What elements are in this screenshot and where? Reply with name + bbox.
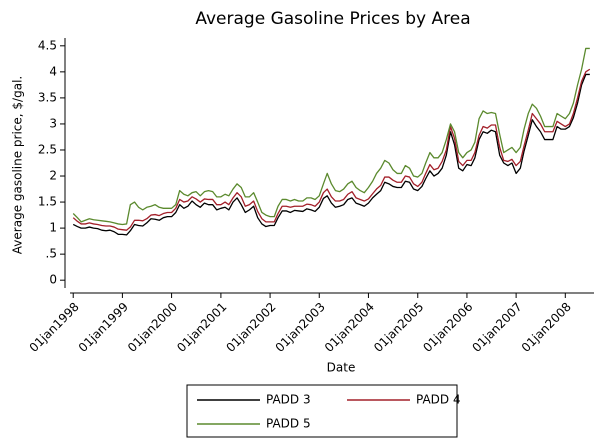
legend-label: PADD 4 [416, 393, 461, 407]
y-tick-label: 4 [49, 64, 57, 78]
y-tick-label: .5 [46, 247, 57, 261]
legend-label: PADD 5 [266, 417, 311, 431]
series-line [72, 73, 590, 236]
y-tick-label: 1.5 [38, 195, 57, 209]
y-tick-label: 1 [49, 221, 57, 235]
y-axis-label: Average gasoline price, $/gal. [11, 76, 25, 254]
y-tick-label: 2.5 [38, 142, 57, 156]
legend: PADD 3 PADD 4 PADD 5 [186, 384, 461, 438]
y-tick-label: 4.5 [38, 38, 57, 52]
x-axis-label: Date [327, 361, 356, 375]
y-tick-label: 2 [49, 169, 57, 183]
series-line [72, 68, 591, 231]
chart-title: Average Gasoline Prices by Area [195, 9, 470, 29]
y-tick-label: 3.5 [38, 90, 57, 104]
series-line [72, 47, 590, 226]
legend-box [186, 384, 458, 438]
y-tick-label: 0 [49, 273, 57, 287]
legend-label: PADD 3 [266, 393, 311, 407]
y-tick-label: 3 [49, 116, 57, 130]
